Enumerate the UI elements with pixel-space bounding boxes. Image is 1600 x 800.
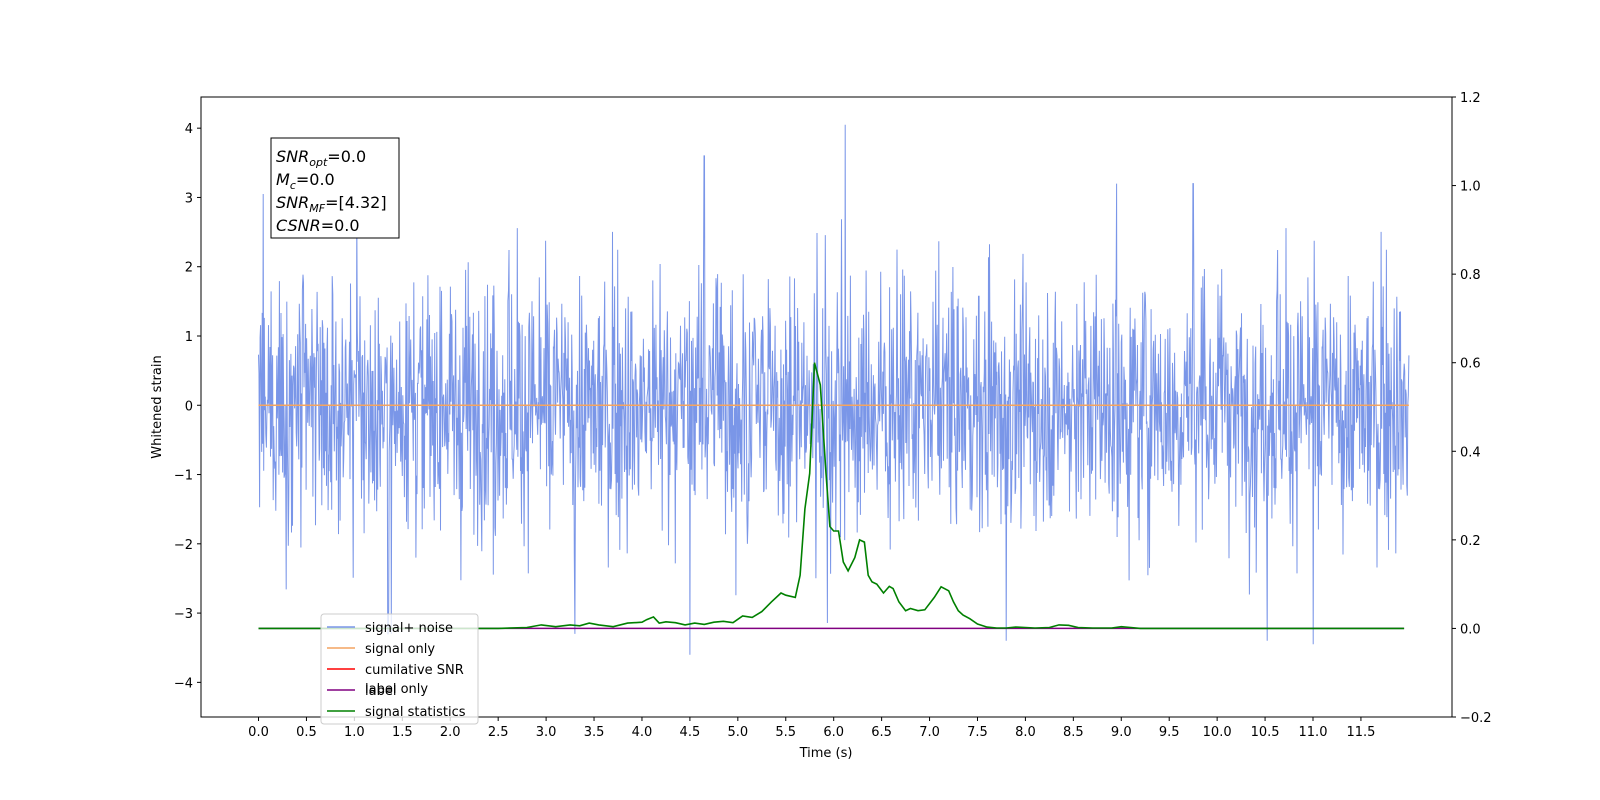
x-tick-label: 5.0 bbox=[727, 725, 748, 740]
annotation-line: Mc=0.0 bbox=[276, 170, 335, 192]
x-axis: 0.0 0.5 1.0 1.5 2.0 2.5 3.0 3.5 4.0 4.5 5.0 5.5 6.0 6… bbox=[248, 717, 1375, 740]
plot-frame bbox=[200, 96, 1453, 718]
y-tick-label: −3 bbox=[174, 607, 193, 622]
y2-tick-label: 0.4 bbox=[1460, 445, 1481, 460]
x-tick-label: 3.0 bbox=[536, 725, 557, 740]
annotation-line: CSNR=0.0 bbox=[276, 216, 360, 235]
x-tick-label: 7.0 bbox=[919, 725, 940, 740]
y2-tick-label: 0.8 bbox=[1460, 268, 1481, 283]
y2-tick-label: 1.2 bbox=[1460, 91, 1481, 106]
x-tick-label: 8.5 bbox=[1063, 725, 1084, 740]
x-axis-label: Time (s) bbox=[799, 746, 853, 761]
x-tick-label: 3.5 bbox=[584, 725, 605, 740]
y-tick-label: 0 bbox=[185, 399, 193, 414]
x-tick-label: 8.0 bbox=[1015, 725, 1036, 740]
annotation-frame bbox=[270, 137, 400, 239]
x-tick-label: 2.0 bbox=[440, 725, 461, 740]
y-tick-label: −2 bbox=[174, 538, 193, 553]
y2-tick-label: 0.2 bbox=[1460, 534, 1481, 549]
x-tick-label: 7.5 bbox=[967, 725, 988, 740]
legend-entry-label: signal only bbox=[365, 642, 435, 657]
annotation-line: SNRopt=0.0 bbox=[276, 147, 366, 169]
x-tick-label: 6.5 bbox=[871, 725, 892, 740]
y-tick-label: −1 bbox=[174, 469, 193, 484]
y-axis-label: Whitened strain bbox=[150, 355, 165, 458]
x-tick-label: 1.5 bbox=[392, 725, 413, 740]
x-tick-label: 0.0 bbox=[248, 725, 269, 740]
y2-tick-label: −0.2 bbox=[1460, 711, 1492, 726]
legend-entry-label: signal statistics bbox=[365, 705, 466, 720]
y2-tick-label: 0.0 bbox=[1460, 622, 1481, 637]
x-tick-label: 4.5 bbox=[680, 725, 701, 740]
x-tick-label: 2.5 bbox=[488, 725, 509, 740]
y-tick-label: 3 bbox=[185, 191, 193, 206]
y2-tick-label: 1.0 bbox=[1460, 180, 1481, 195]
x-tick-label: 11.5 bbox=[1346, 725, 1375, 740]
y-tick-label: −4 bbox=[174, 676, 193, 691]
x-tick-label: 0.5 bbox=[296, 725, 317, 740]
series-signal-statistics-line bbox=[258, 362, 1405, 630]
legend-entry-label: label bbox=[365, 684, 396, 699]
x-tick-label: 11.0 bbox=[1299, 725, 1328, 740]
y-tick-label: 1 bbox=[185, 330, 193, 345]
y-axis-right: −0.2 0.0 0.2 0.4 0.6 0.8 1.0 1.2 bbox=[1452, 91, 1492, 726]
x-tick-label: 6.0 bbox=[823, 725, 844, 740]
x-tick-label: 10.0 bbox=[1203, 725, 1232, 740]
legend-entry-label: cumilative SNR bbox=[365, 663, 464, 678]
y-tick-label: 2 bbox=[185, 261, 193, 276]
x-tick-label: 4.0 bbox=[632, 725, 653, 740]
y-tick-label: 4 bbox=[185, 122, 193, 137]
x-tick-label: 5.5 bbox=[775, 725, 796, 740]
legend-entry-label: signal+ noise bbox=[365, 621, 453, 636]
y-axis-left: −4 −3 −2 −1 0 1 2 3 4 bbox=[174, 122, 201, 691]
x-tick-label: 9.0 bbox=[1111, 725, 1132, 740]
legend-hidden-text: label only bbox=[365, 682, 428, 697]
series-signal-noise-line bbox=[258, 124, 1410, 655]
x-tick-label: 9.5 bbox=[1159, 725, 1180, 740]
y2-tick-label: 0.6 bbox=[1460, 357, 1481, 372]
legend: label only signal+ noise signal only cumila… bbox=[320, 613, 479, 725]
x-tick-label: 10.5 bbox=[1251, 725, 1280, 740]
annotation-line: SNRMF=[4.32] bbox=[276, 193, 387, 215]
x-tick-label: 1.0 bbox=[344, 725, 365, 740]
legend-frame bbox=[320, 613, 479, 725]
